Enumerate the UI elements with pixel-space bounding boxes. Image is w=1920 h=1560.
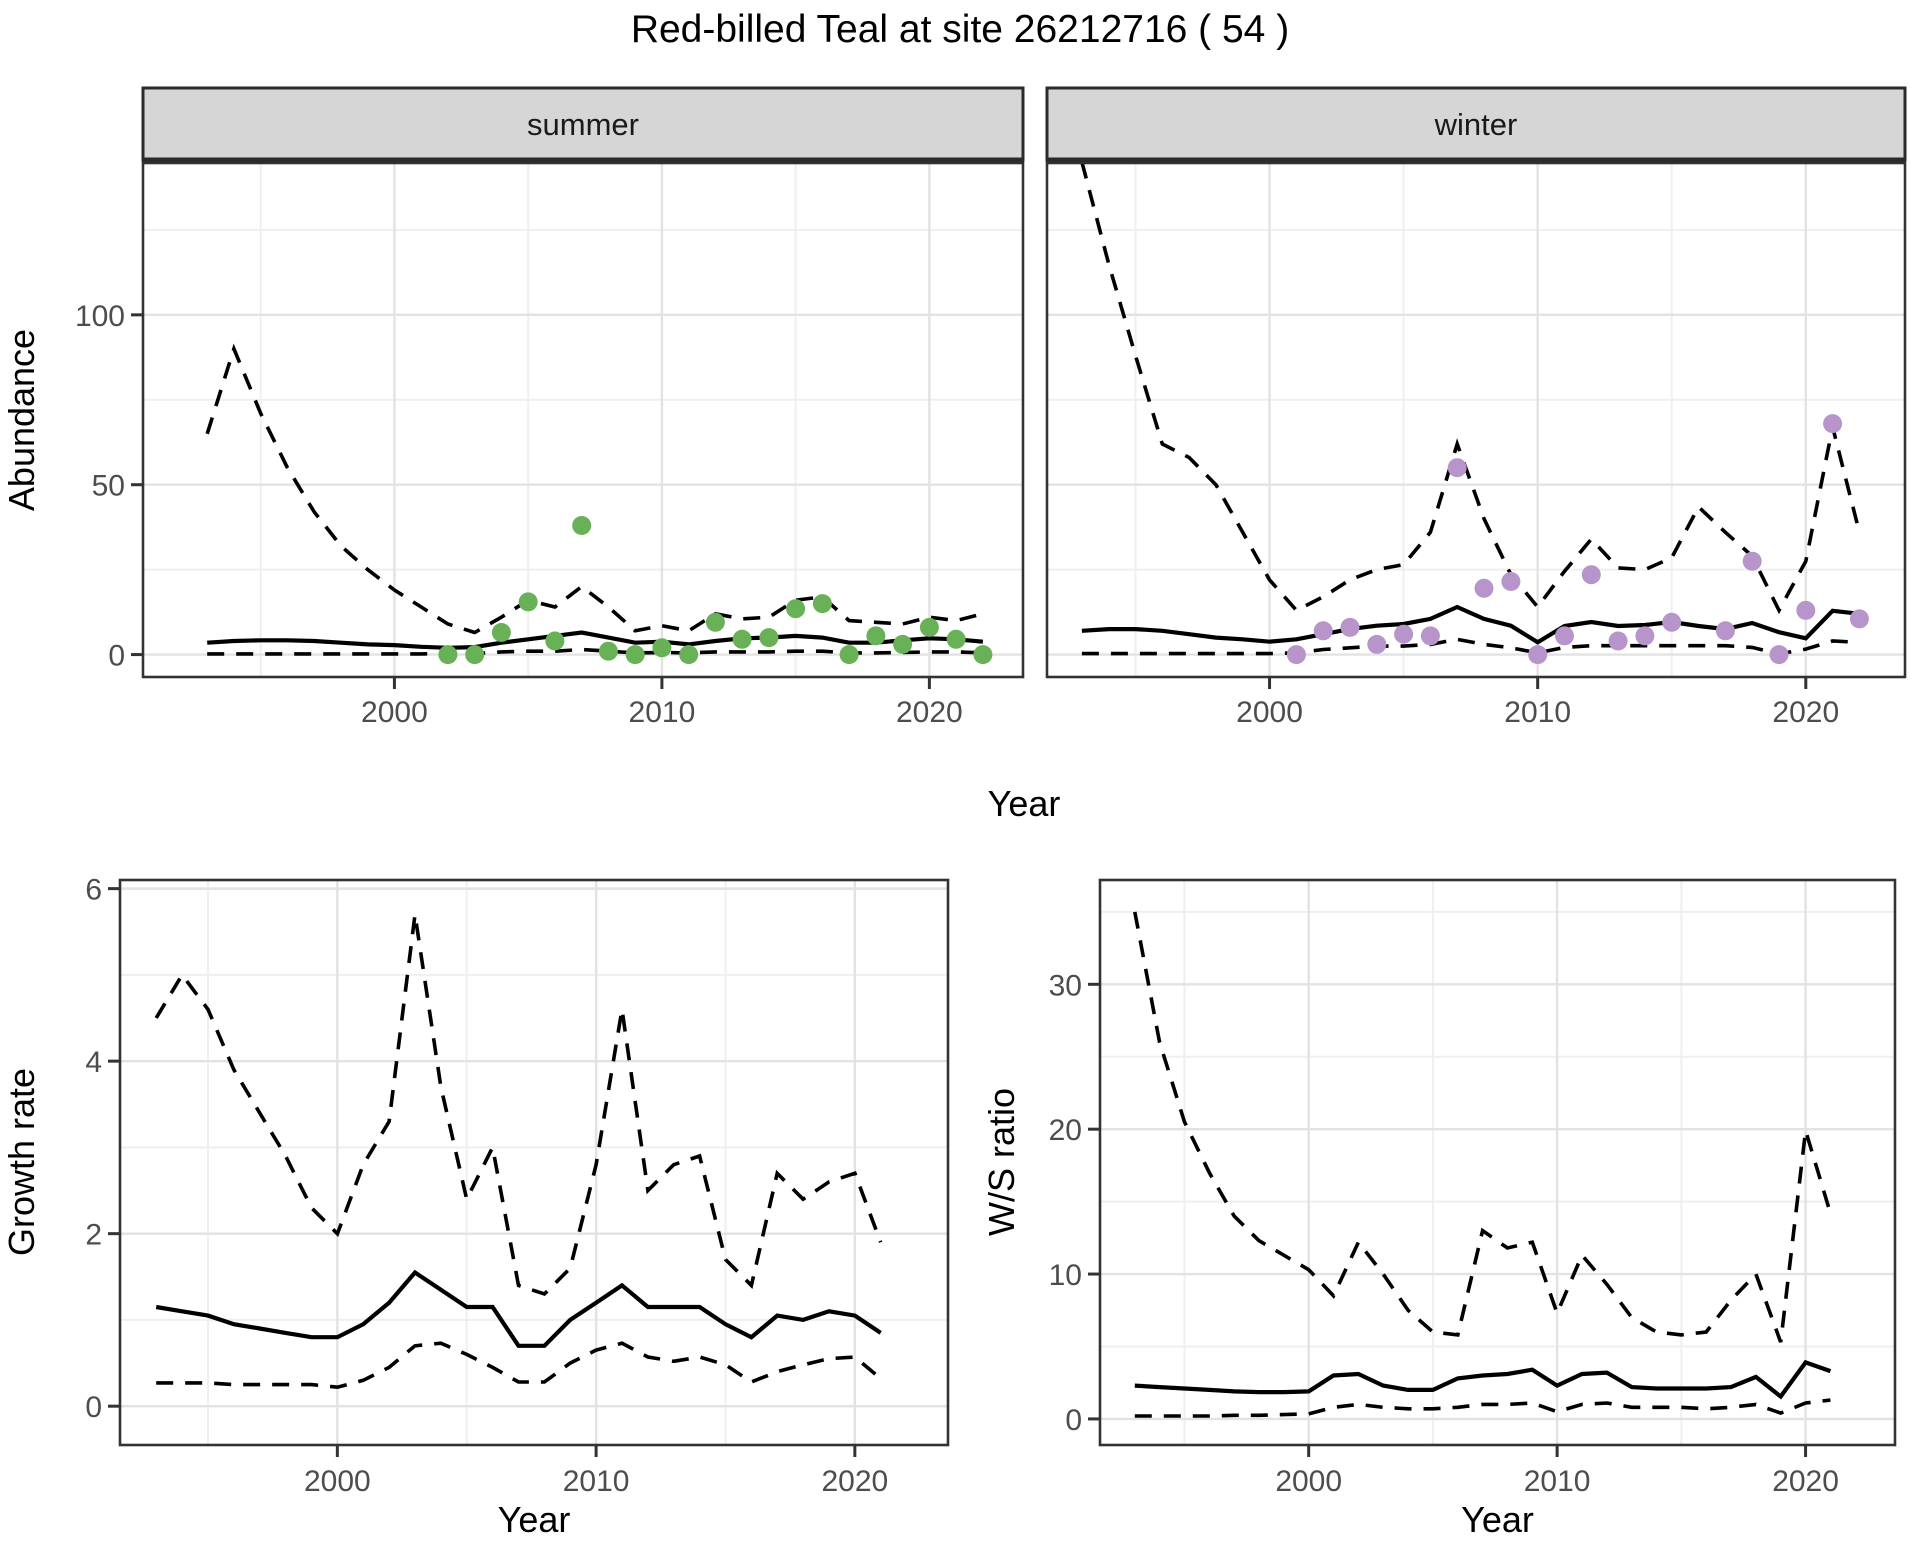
x-axis-title-shared: Year xyxy=(988,783,1061,824)
y-tick-label: 20 xyxy=(1049,1114,1082,1147)
observation-point xyxy=(759,628,779,648)
panel-border xyxy=(141,161,1025,679)
observation-point xyxy=(465,645,485,665)
credible-interval-line xyxy=(1081,637,1860,656)
observation-point xyxy=(1367,634,1387,654)
panel-background xyxy=(1047,163,1905,677)
observation-point xyxy=(625,645,645,665)
observation-point xyxy=(491,623,511,642)
x-axis-title: Year xyxy=(498,1499,571,1540)
x-tick-label: 2000 xyxy=(304,1465,371,1498)
observation-point xyxy=(1555,626,1574,646)
observation-point xyxy=(866,626,886,646)
facet-strip-label: winter xyxy=(1434,107,1518,142)
credible-interval-line xyxy=(156,1341,882,1390)
observation-point xyxy=(438,645,458,665)
x-tick-label: 2020 xyxy=(821,1465,888,1498)
observation-point xyxy=(973,645,993,665)
x-tick-label: 2000 xyxy=(361,696,428,729)
y-tick-label: 0 xyxy=(108,640,125,673)
observation-point xyxy=(946,629,966,649)
panel-abundance-winter: winter 2000 2010 2020 xyxy=(1045,86,1907,729)
median-line xyxy=(1134,1359,1832,1400)
y-tick-label: 6 xyxy=(85,874,102,907)
observation-point xyxy=(1420,626,1440,646)
observation-point xyxy=(1662,612,1682,632)
panel-border xyxy=(1045,161,1907,679)
observation-point xyxy=(1340,617,1360,637)
credible-interval-line xyxy=(1134,1398,1831,1418)
credible-interval-line xyxy=(1080,161,1862,615)
panel-border xyxy=(1098,878,1897,1447)
x-tick-label: 2020 xyxy=(1772,1465,1839,1498)
y-axis-title: Abundance xyxy=(1,329,42,511)
observation-point xyxy=(786,599,806,619)
y-axis-title: W/S ratio xyxy=(981,1088,1022,1236)
x-tick-label: 2010 xyxy=(563,1465,630,1498)
y-tick-label: 0 xyxy=(1065,1404,1082,1437)
facet-strip xyxy=(141,86,1025,162)
x-tick-label: 2000 xyxy=(1275,1465,1342,1498)
credible-interval-line xyxy=(154,914,883,1297)
observation-point xyxy=(919,617,939,637)
observation-point xyxy=(1447,458,1467,478)
y-tick-label: 0 xyxy=(85,1391,102,1424)
observation-point xyxy=(812,594,832,614)
observation-point xyxy=(572,516,592,535)
chart-title: Red-billed Teal at site 26212716 ( 54 ) xyxy=(630,8,1290,51)
observation-point xyxy=(705,612,725,632)
facet-strip-label: summer xyxy=(527,107,639,142)
x-tick-label: 2020 xyxy=(1772,696,1839,729)
panel-background xyxy=(1100,880,1895,1445)
panel-ws-ratio: 2000 2010 2020 0 10 20 30 W/S ratio Year xyxy=(981,878,1897,1540)
x-tick-label: 2010 xyxy=(1524,1465,1591,1498)
y-tick-label: 4 xyxy=(85,1046,102,1079)
x-tick-label: 2010 xyxy=(1504,696,1571,729)
x-axis-title: Year xyxy=(1461,1499,1534,1540)
observation-point xyxy=(839,645,859,665)
observation-point xyxy=(598,641,618,661)
observation-point xyxy=(1394,624,1414,644)
y-tick-label: 30 xyxy=(1049,969,1082,1002)
observation-point xyxy=(518,592,538,612)
observation-point xyxy=(732,629,752,649)
panel-abundance-summer: summer 2000 2010 2020 0 50 100 Abundance Year xyxy=(1,86,1061,824)
y-tick-label: 50 xyxy=(92,470,125,503)
x-tick-label: 2010 xyxy=(629,696,696,729)
observation-point xyxy=(1608,631,1628,651)
observation-point xyxy=(1528,645,1548,665)
observation-point xyxy=(1501,572,1521,591)
observation-point xyxy=(893,634,913,654)
y-axis-title: Growth rate xyxy=(1,1068,42,1256)
observation-point xyxy=(545,631,565,651)
observation-point xyxy=(1635,626,1655,646)
x-tick-label: 2020 xyxy=(896,696,963,729)
observation-point xyxy=(1286,645,1306,665)
credible-interval-line xyxy=(205,343,984,635)
observation-point xyxy=(679,645,699,665)
credible-interval-line xyxy=(1133,911,1833,1343)
observation-point xyxy=(1849,609,1869,629)
panel-growth-rate: 2000 2010 2020 0 2 4 6 Growth rate Year xyxy=(1,874,950,1540)
observation-point xyxy=(1769,645,1789,665)
observation-point xyxy=(1796,600,1816,620)
observation-point xyxy=(1823,414,1843,434)
y-tick-label: 10 xyxy=(1049,1259,1082,1292)
observation-point xyxy=(1581,565,1601,585)
observation-point xyxy=(1715,621,1735,641)
panel-border xyxy=(118,878,950,1447)
observation-point xyxy=(652,638,672,658)
panel-background xyxy=(143,163,1023,677)
median-line xyxy=(207,630,984,650)
x-tick-label: 2000 xyxy=(1236,696,1303,729)
observation-point xyxy=(1742,551,1762,571)
y-tick-label: 2 xyxy=(85,1219,102,1252)
median-line xyxy=(155,1269,882,1348)
observation-point xyxy=(1313,621,1333,641)
y-tick-label: 100 xyxy=(75,300,125,333)
observation-point xyxy=(1474,578,1494,598)
